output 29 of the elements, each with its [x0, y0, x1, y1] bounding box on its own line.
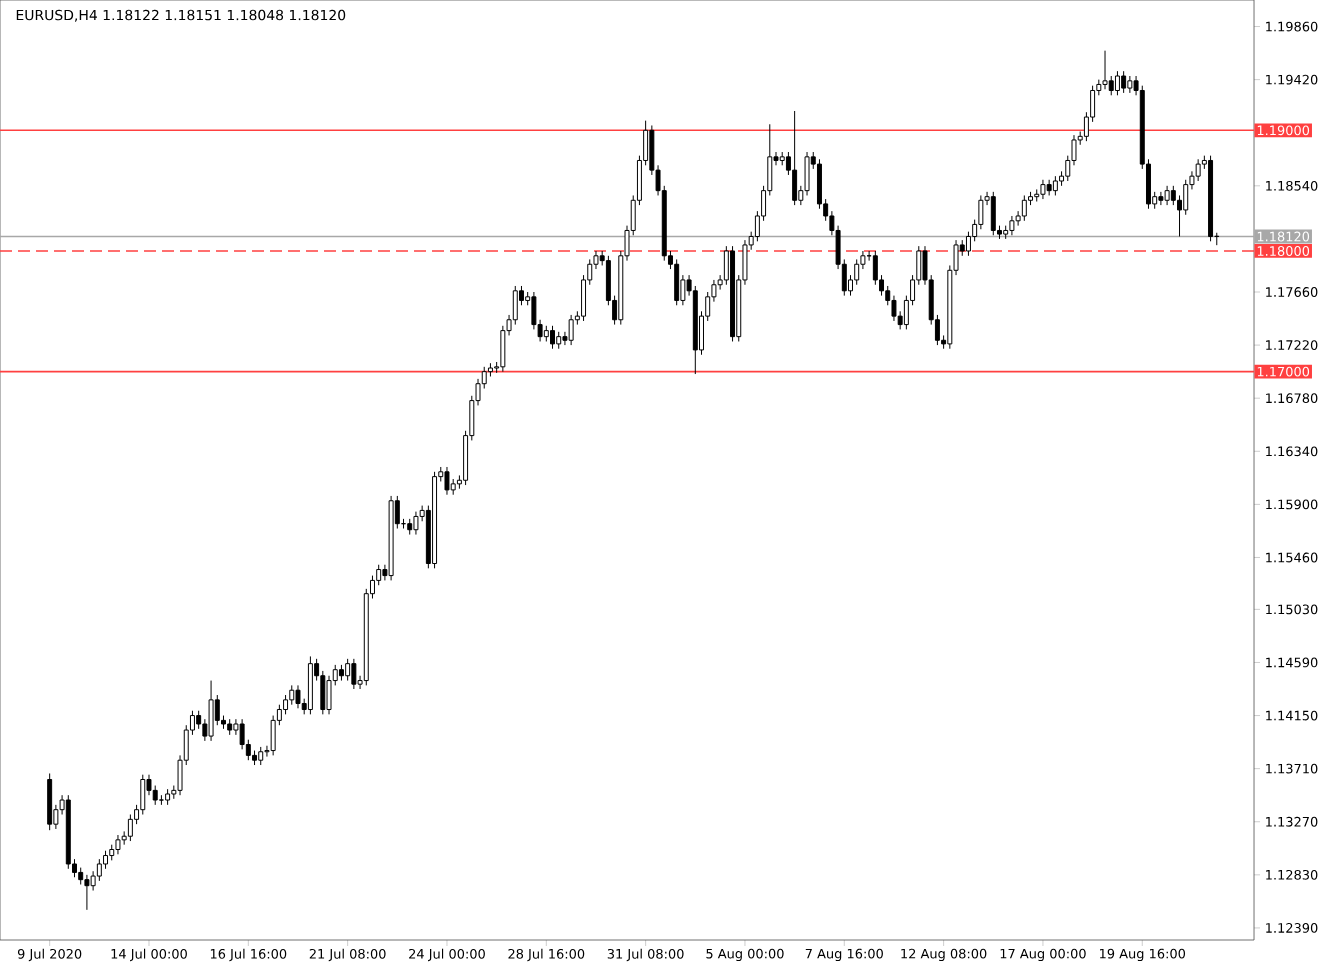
candlestick	[345, 658, 351, 682]
candlestick	[1164, 185, 1170, 206]
candlestick	[1127, 75, 1133, 94]
candlestick	[84, 874, 90, 911]
candlestick	[550, 325, 555, 350]
candlestick	[444, 466, 450, 496]
candlestick	[1052, 175, 1058, 196]
candlestick	[1158, 191, 1164, 206]
candlestick	[307, 655, 313, 715]
candlestick	[115, 834, 121, 855]
candlestick	[47, 772, 53, 831]
candlestick	[990, 191, 996, 236]
candlestick	[1040, 179, 1046, 200]
candlestick	[1046, 179, 1052, 196]
candlestick	[1009, 215, 1015, 236]
candlestick	[792, 110, 798, 206]
candlestick	[413, 511, 419, 536]
candlestick	[208, 680, 214, 742]
candlestick	[289, 684, 295, 706]
candlestick	[568, 314, 574, 346]
candlestick	[1195, 158, 1201, 182]
candlestick	[1102, 50, 1108, 90]
candlestick	[1021, 194, 1027, 222]
candlestick	[295, 684, 301, 709]
candlestick	[258, 746, 264, 766]
candlestick	[674, 258, 680, 306]
candlestick	[1121, 70, 1127, 94]
candlestick	[351, 658, 357, 690]
candlestick	[1114, 70, 1120, 96]
